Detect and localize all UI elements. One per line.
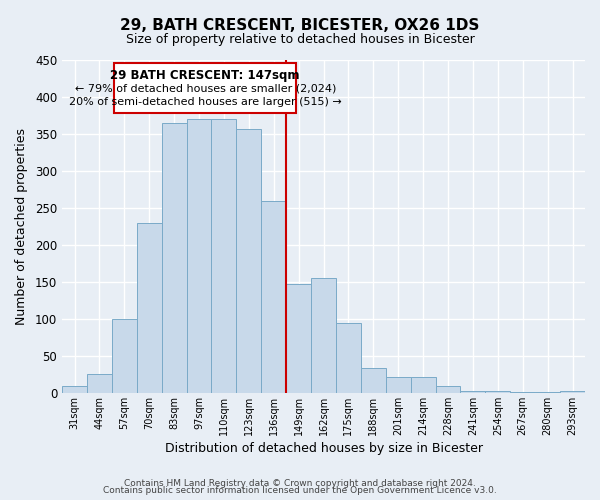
- Text: 29 BATH CRESCENT: 147sqm: 29 BATH CRESCENT: 147sqm: [110, 69, 300, 82]
- Y-axis label: Number of detached properties: Number of detached properties: [15, 128, 28, 325]
- Bar: [236, 129, 261, 393]
- Bar: [161, 123, 187, 393]
- Text: Contains public sector information licensed under the Open Government Licence v3: Contains public sector information licen…: [103, 486, 497, 495]
- Text: Size of property relative to detached houses in Bicester: Size of property relative to detached ho…: [125, 32, 475, 46]
- Text: ← 79% of detached houses are smaller (2,024): ← 79% of detached houses are smaller (2,…: [74, 84, 336, 94]
- X-axis label: Distribution of detached houses by size in Bicester: Distribution of detached houses by size …: [164, 442, 482, 455]
- Bar: [510, 392, 535, 393]
- Bar: [187, 119, 211, 393]
- Text: 29, BATH CRESCENT, BICESTER, OX26 1DS: 29, BATH CRESCENT, BICESTER, OX26 1DS: [121, 18, 479, 32]
- Bar: [410, 376, 436, 393]
- Bar: [386, 376, 410, 393]
- Bar: [311, 278, 336, 393]
- Text: Contains HM Land Registry data © Crown copyright and database right 2024.: Contains HM Land Registry data © Crown c…: [124, 478, 476, 488]
- Bar: [560, 392, 585, 393]
- Bar: [112, 319, 137, 393]
- Bar: [436, 386, 460, 393]
- Bar: [137, 223, 161, 393]
- Bar: [87, 374, 112, 393]
- Bar: [286, 284, 311, 393]
- Text: 20% of semi-detached houses are larger (515) →: 20% of semi-detached houses are larger (…: [69, 97, 341, 107]
- Bar: [535, 392, 560, 393]
- Bar: [361, 368, 386, 393]
- Bar: [62, 386, 87, 393]
- Bar: [211, 119, 236, 393]
- Bar: [460, 390, 485, 393]
- Bar: [261, 200, 286, 393]
- FancyBboxPatch shape: [115, 63, 296, 114]
- Bar: [485, 392, 510, 393]
- Bar: [336, 322, 361, 393]
